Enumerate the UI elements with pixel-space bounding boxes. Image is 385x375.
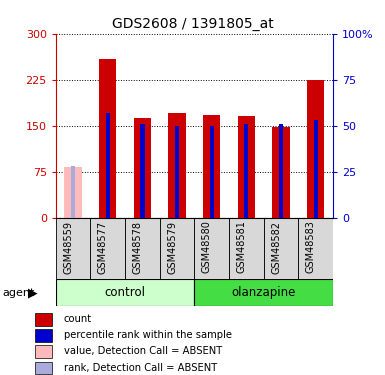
Text: control: control	[105, 286, 146, 299]
Bar	[244, 124, 248, 218]
Bar	[273, 127, 290, 218]
Bar	[134, 118, 151, 218]
Text: percentile rank within the sample: percentile rank within the sample	[64, 330, 231, 340]
Bar	[210, 126, 214, 218]
Bar	[298, 217, 333, 279]
Text: rank, Detection Call = ABSENT: rank, Detection Call = ABSENT	[64, 363, 217, 373]
Text: value, Detection Call = ABSENT: value, Detection Call = ABSENT	[64, 346, 222, 356]
Bar	[125, 217, 160, 279]
Text: agent: agent	[2, 288, 34, 297]
Bar	[264, 217, 298, 279]
Bar	[194, 217, 229, 279]
Bar	[35, 313, 52, 326]
Bar	[35, 345, 52, 358]
Bar	[56, 217, 90, 279]
Text: ▶: ▶	[28, 286, 37, 299]
Text: GSM48577: GSM48577	[98, 220, 108, 274]
Bar	[314, 120, 318, 218]
Bar	[229, 217, 264, 279]
Bar	[279, 124, 283, 218]
Bar	[238, 116, 255, 218]
Text: GSM48583: GSM48583	[306, 220, 316, 273]
Bar	[203, 115, 220, 218]
Bar	[35, 362, 52, 374]
Text: GSM48578: GSM48578	[132, 220, 142, 274]
Bar	[99, 60, 116, 217]
Text: GSM48581: GSM48581	[236, 220, 246, 273]
Bar	[56, 279, 194, 306]
Bar	[169, 113, 186, 218]
Text: GDS2608 / 1391805_at: GDS2608 / 1391805_at	[112, 17, 273, 31]
Bar	[194, 279, 333, 306]
Text: count: count	[64, 315, 92, 324]
Bar	[307, 80, 324, 218]
Bar	[175, 126, 179, 218]
Bar	[160, 217, 194, 279]
Text: GSM48559: GSM48559	[63, 220, 73, 274]
Text: GSM48579: GSM48579	[167, 220, 177, 274]
Bar	[35, 329, 52, 342]
Bar	[106, 113, 110, 218]
Bar	[90, 217, 125, 279]
Bar	[71, 166, 75, 218]
Bar	[141, 124, 144, 218]
Bar	[64, 167, 82, 217]
Text: GSM48582: GSM48582	[271, 220, 281, 274]
Text: olanzapine: olanzapine	[231, 286, 296, 299]
Text: GSM48580: GSM48580	[202, 220, 212, 273]
